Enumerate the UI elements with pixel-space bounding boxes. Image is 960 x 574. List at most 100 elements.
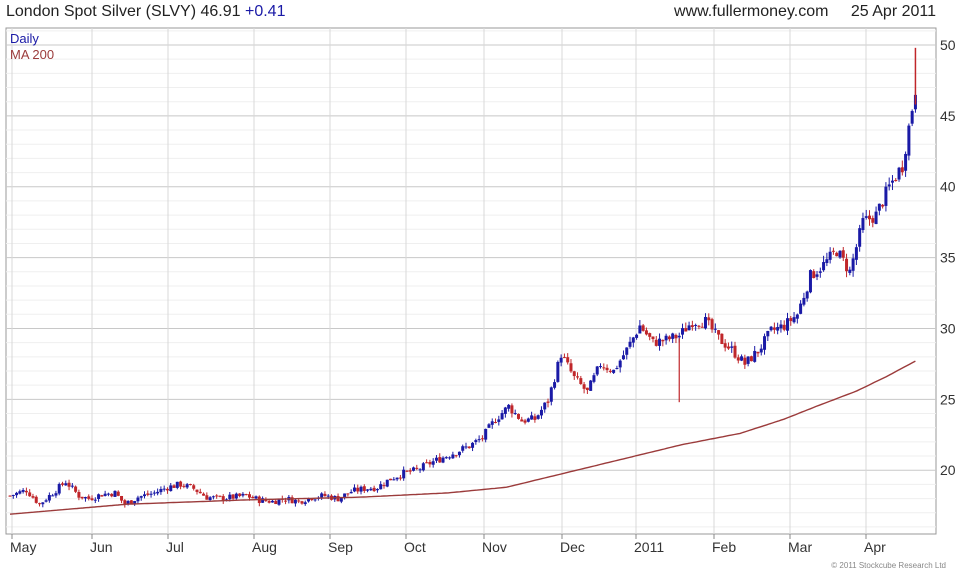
candle-down [87, 496, 91, 499]
chart-header-right: www.fullermoney.com 25 Apr 2011 [674, 3, 936, 21]
candle-down [146, 493, 150, 495]
candle-up [664, 335, 668, 341]
candle-up [57, 484, 61, 494]
candle-up [54, 493, 58, 496]
candle-up [211, 496, 215, 498]
candle-up [451, 454, 455, 459]
candle-up [139, 496, 143, 498]
candle-down [644, 330, 648, 335]
candle-down [900, 167, 904, 173]
candle-down [188, 484, 192, 486]
candle-up [15, 492, 19, 496]
candle-up [910, 111, 914, 124]
candle-down [398, 477, 402, 479]
candle-down [845, 258, 849, 272]
candle-down [707, 317, 711, 321]
candle-up [559, 357, 563, 363]
candle-up [730, 346, 734, 348]
candle-down [31, 496, 35, 498]
x-tick-label: Jul [166, 539, 184, 555]
x-tick-label: Jun [90, 539, 113, 555]
y-tick-label: 40 [940, 179, 956, 195]
candle-down [608, 370, 612, 372]
candle-down [90, 498, 94, 501]
candle-up [759, 348, 763, 353]
candle-down [405, 470, 409, 472]
candle-up [776, 327, 780, 331]
candle-down [77, 492, 81, 498]
candle-up [431, 461, 435, 465]
candle-down [868, 215, 872, 220]
candle-down [812, 271, 816, 279]
candle-down [894, 180, 898, 182]
candle-down [129, 500, 133, 504]
y-tick-label: 20 [940, 462, 956, 478]
candle-down [195, 489, 199, 492]
candle-down [566, 357, 570, 363]
candle-down [789, 318, 793, 322]
candle-down [605, 367, 609, 371]
legend-label: MA 200 [10, 47, 54, 62]
candle-down [267, 500, 271, 503]
y-tick-label: 35 [940, 250, 956, 266]
candle-up [625, 347, 629, 355]
candle-down [648, 333, 652, 337]
candle-up [477, 439, 481, 441]
candle-up [379, 484, 383, 490]
site-link[interactable]: www.fullermoney.com [674, 3, 829, 20]
candle-up [671, 333, 675, 339]
candle-up [464, 446, 468, 448]
candle-up [175, 481, 179, 488]
candle-down [743, 357, 747, 365]
candle-down [749, 356, 753, 362]
candle-up [471, 442, 475, 448]
candle-down [80, 496, 84, 499]
candle-up [149, 493, 153, 495]
instrument-name: London Spot Silver (SLVY) [6, 3, 197, 20]
candle-down [244, 494, 248, 496]
y-tick-label: 25 [940, 391, 956, 407]
candle-down [697, 325, 701, 327]
candle-down [24, 490, 28, 493]
candle-down [362, 486, 366, 491]
candle-down [179, 481, 183, 487]
candle-down [247, 494, 251, 498]
candle-down [871, 218, 875, 223]
candle-up [884, 186, 888, 206]
candle-down [520, 419, 524, 422]
candle-up [234, 493, 238, 499]
candle-up [18, 491, 22, 494]
candle-up [136, 497, 140, 502]
candle-down [494, 422, 498, 424]
candle-up [143, 494, 147, 497]
copyright-credit: © 2011 Stockcube Research Ltd [831, 561, 946, 570]
candle-up [159, 489, 163, 493]
candle-up [864, 216, 868, 218]
candle-down [831, 250, 835, 252]
candle-up [556, 361, 560, 382]
candle-up [270, 500, 274, 503]
candle-down [756, 351, 760, 354]
x-tick-label: Dec [560, 539, 585, 555]
candle-up [631, 337, 635, 343]
y-tick-label: 45 [940, 108, 956, 124]
candle-down [782, 324, 786, 330]
candle-down [425, 462, 429, 464]
candle-up [352, 487, 356, 492]
candle-down [323, 493, 327, 496]
candle-up [858, 228, 862, 247]
candle-up [808, 270, 812, 293]
candle-down [284, 500, 288, 502]
candle-down [661, 339, 665, 342]
candle-up [133, 501, 137, 504]
candle-down [710, 319, 714, 330]
plot-frame [5, 27, 937, 535]
legend-label: Daily [10, 31, 39, 46]
candle-down [336, 496, 340, 502]
y-tick-label: 50 [940, 37, 956, 53]
candle-up [825, 259, 829, 264]
candle-up [874, 211, 878, 225]
candle-down [110, 493, 114, 497]
candle-down [297, 500, 301, 502]
candle-down [165, 488, 169, 491]
